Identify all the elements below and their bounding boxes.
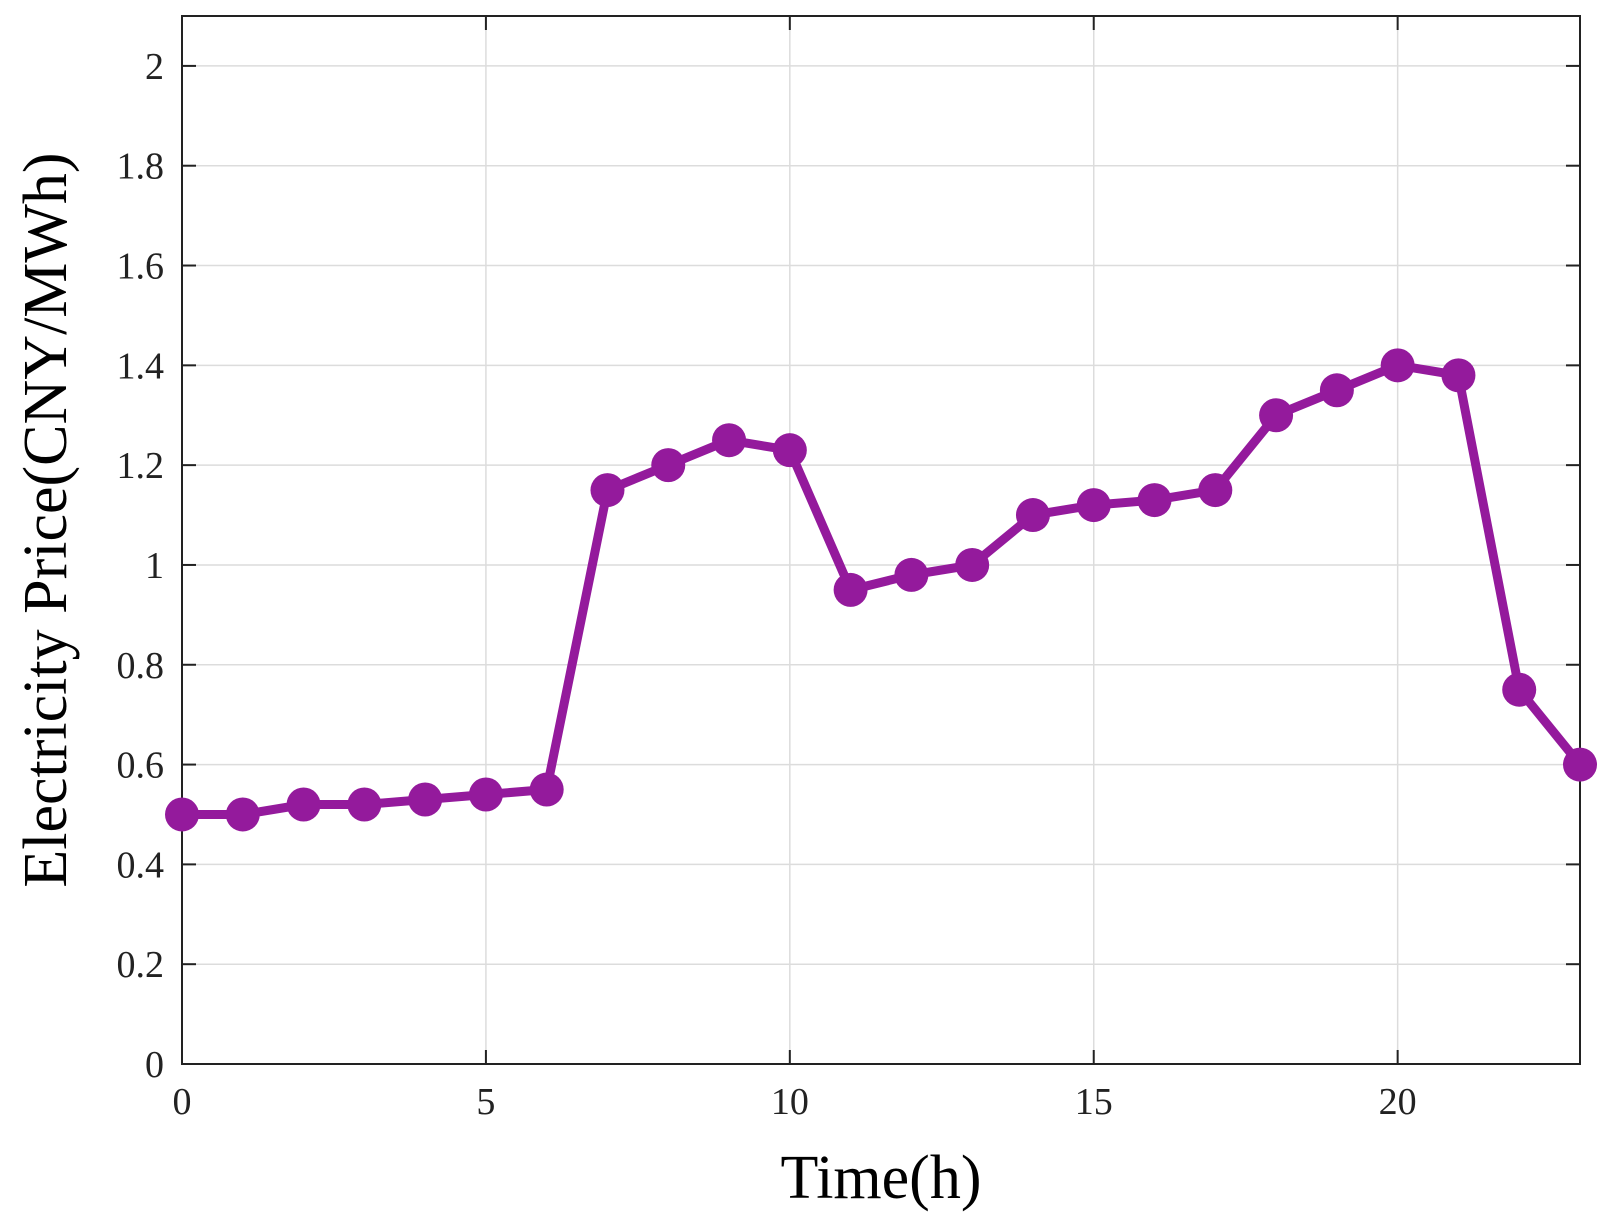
price-point: [286, 787, 321, 822]
y-tick-label: 2: [145, 46, 164, 88]
price-point: [165, 797, 199, 832]
price-point: [1015, 498, 1050, 533]
y-tick-label: 0.4: [117, 844, 165, 886]
price-point: [1137, 483, 1172, 518]
x-tick-label: 20: [1379, 1081, 1417, 1123]
y-tick-label: 1.8: [117, 146, 165, 188]
price-point: [1259, 398, 1294, 433]
price-point: [1319, 373, 1354, 408]
y-tick-label: 0.6: [117, 745, 165, 787]
x-tick-label: 0: [173, 1081, 192, 1123]
y-tick-label: 1.6: [117, 246, 165, 288]
plot-frame: [181, 15, 1581, 1065]
price-point: [590, 473, 625, 508]
x-tick-labels: 0 5 10 15 20: [173, 1081, 1417, 1123]
price-point: [894, 557, 929, 592]
y-tick-labels: 0 0.2 0.4 0.6 0.8 1 1.2 1.4 1.6 1.8 2: [117, 46, 165, 1086]
price-point: [529, 772, 564, 807]
price-series-line: [177, 360, 1585, 819]
x-tick-label: 10: [771, 1081, 809, 1123]
price-point: [1076, 488, 1111, 523]
series-layer: [165, 348, 1597, 832]
price-point: [347, 787, 382, 822]
y-tick-label: 0: [145, 1044, 164, 1086]
y-tick-label: 1.2: [117, 445, 165, 487]
price-point: [468, 777, 503, 812]
price-point: [225, 797, 260, 832]
price-point: [651, 448, 686, 483]
x-tick-label: 15: [1075, 1081, 1113, 1123]
x-tick-label: 5: [476, 1081, 495, 1123]
price-point: [408, 782, 443, 817]
price-point: [833, 572, 868, 607]
price-point: [712, 423, 747, 458]
price-point: [772, 433, 807, 468]
y-axis-title: Electricity Price(CNY/MWh): [12, 152, 80, 887]
price-point: [1198, 473, 1233, 508]
y-tick-label: 0.8: [117, 645, 165, 687]
price-point: [1441, 358, 1476, 393]
price-point: [1563, 747, 1597, 782]
price-point: [1502, 672, 1537, 707]
y-tick-label: 0.2: [117, 944, 165, 986]
price-point: [955, 547, 990, 582]
y-tick-label: 1.4: [117, 345, 165, 387]
y-tick-label: 1: [145, 545, 164, 587]
price-point: [1380, 348, 1415, 383]
x-axis-title: Time(h): [781, 1144, 982, 1212]
grid: [182, 16, 1580, 1064]
axis-ticks: [181, 16, 1580, 1065]
